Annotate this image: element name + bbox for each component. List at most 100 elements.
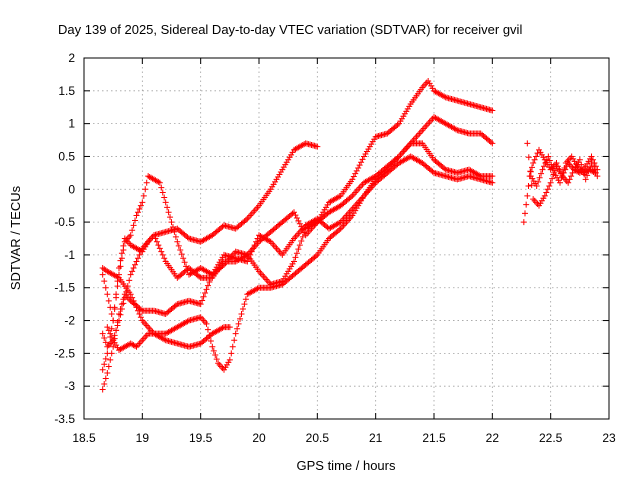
chart-title: Day 139 of 2025, Sidereal Day-to-day VTE… (58, 22, 522, 37)
data-point (197, 301, 204, 308)
data-point (530, 160, 537, 167)
data-point (102, 339, 109, 346)
data-point (356, 162, 363, 169)
data-point (164, 204, 171, 211)
data-point (546, 157, 553, 164)
x-axis-label: GPS time / hours (297, 458, 396, 473)
data-point (162, 199, 169, 206)
data-point (130, 222, 137, 229)
data-point (549, 165, 556, 172)
data-point (245, 255, 252, 262)
data-point (314, 143, 321, 150)
data-point (134, 209, 141, 216)
series-4 (99, 140, 496, 393)
data-point (167, 214, 174, 221)
data-point (219, 324, 226, 331)
y-tick-label: 2 (68, 51, 75, 65)
data-point (169, 224, 176, 231)
data-point (226, 356, 233, 363)
data-point (358, 159, 365, 166)
data-point (132, 301, 139, 308)
y-tick-label: 1.5 (58, 84, 75, 98)
series-9 (527, 153, 598, 189)
data-point (296, 242, 303, 249)
y-tick-label: -1.5 (54, 281, 75, 295)
data-point (569, 169, 576, 176)
data-point (127, 232, 134, 239)
data-point (126, 277, 133, 284)
data-point (155, 242, 162, 249)
series-5 (99, 153, 496, 373)
x-tick-label: 20.5 (306, 431, 330, 445)
data-point (441, 93, 448, 100)
data-point (578, 161, 585, 168)
data-point (113, 294, 120, 301)
series-2 (99, 77, 496, 324)
data-point (137, 314, 144, 321)
data-point (196, 273, 203, 280)
data-point (582, 176, 589, 183)
data-point (203, 320, 210, 327)
data-point (107, 356, 114, 363)
y-tick-label: 0.5 (58, 149, 75, 163)
data-point (524, 140, 531, 147)
x-tick-label: 20 (252, 431, 266, 445)
data-point (529, 164, 535, 171)
series-3 (99, 114, 496, 350)
data-point (542, 160, 549, 167)
y-tick-label: -2 (64, 314, 75, 328)
data-point (104, 324, 111, 331)
data-point (543, 189, 550, 196)
data-point (312, 253, 319, 260)
data-point (527, 168, 534, 175)
data-point (292, 212, 299, 219)
data-point (134, 255, 141, 262)
data-point (153, 238, 160, 245)
data-point (175, 242, 182, 249)
data-point (127, 291, 134, 298)
x-tick-label: 22 (486, 431, 500, 445)
data-point (107, 304, 114, 311)
data-point (592, 169, 598, 176)
data-point (108, 310, 115, 317)
data-point (134, 307, 141, 314)
data-point (250, 245, 257, 252)
data-point (545, 153, 552, 160)
data-point (394, 121, 401, 128)
data-point (533, 153, 540, 160)
data-point (118, 255, 125, 262)
data-point (101, 278, 108, 285)
data-point (120, 296, 127, 303)
data-point (132, 342, 139, 349)
data-point (210, 347, 217, 354)
axis-ticks: 18.5 19 19.5 20 20.5 21 21.5 22 22.5 23-3.5-3-2.5… (54, 51, 616, 445)
data-point (293, 214, 300, 221)
y-tick-label: 1 (68, 117, 75, 131)
data-point (589, 156, 596, 163)
data-point (159, 251, 166, 258)
data-point (293, 250, 300, 257)
data-point (546, 182, 553, 189)
data-point (168, 219, 175, 226)
data-point (104, 291, 111, 298)
data-point (244, 258, 251, 265)
data-point (142, 186, 149, 193)
data-point (174, 238, 181, 245)
data-point (228, 350, 235, 357)
data-point (296, 220, 303, 227)
data-point (524, 192, 531, 199)
data-point (522, 210, 528, 217)
data-point (489, 179, 496, 186)
data-point (489, 107, 496, 114)
data-point (540, 163, 547, 170)
data-point (489, 140, 496, 147)
data-point (295, 246, 302, 253)
data-point (129, 294, 136, 301)
x-tick-label: 18.5 (72, 431, 96, 445)
data-point (111, 306, 118, 313)
data-point (165, 209, 172, 216)
data-point (247, 251, 254, 258)
data-point (538, 170, 545, 177)
data-point (234, 325, 241, 332)
data-point (132, 261, 139, 268)
